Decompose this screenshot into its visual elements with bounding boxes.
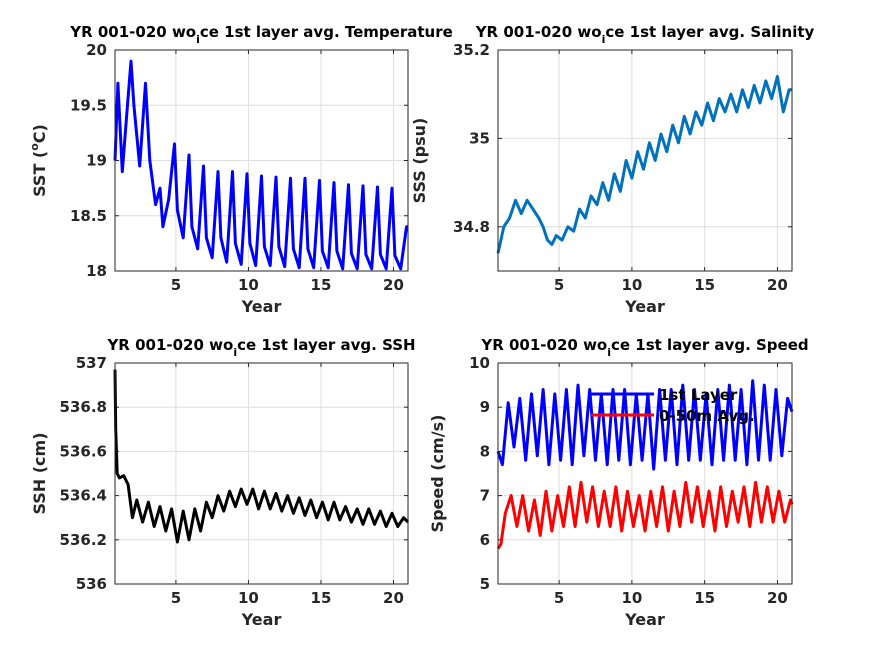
y-label-superscript: o	[28, 143, 41, 151]
axes-frame	[497, 362, 793, 585]
y-axis-label: SSS (psu)	[410, 118, 429, 204]
y-axis-label: SSH (cm)	[30, 432, 49, 514]
y-label-main: SSH (cm)	[30, 432, 49, 514]
y-tick-label: 7	[480, 487, 490, 505]
y-tick-label: 18.5	[70, 207, 107, 225]
title-subscript: i	[196, 33, 200, 46]
y-tick-label: 35.2	[453, 41, 490, 59]
y-tick-label: 10	[469, 354, 490, 372]
x-tick-label: 10	[621, 276, 642, 294]
axes-frame	[114, 49, 409, 272]
y-label-main: SSS (psu)	[410, 118, 429, 204]
series-line-series-1	[496, 75, 792, 254]
title-rest: ce 1st layer avg. Speed	[611, 336, 809, 354]
x-axis-label: Year	[624, 610, 665, 629]
x-tick-label: 10	[238, 276, 259, 294]
title-main: YR 001-020 wo	[475, 23, 602, 41]
y-label-main: Speed (cm/s)	[428, 415, 447, 533]
title-rest: ce 1st layer avg. Salinity	[605, 23, 814, 41]
title-subscript: i	[607, 346, 611, 359]
x-axis-label: Year	[241, 610, 282, 629]
y-tick-label: 536.2	[60, 531, 107, 549]
title-rest: ce 1st layer avg. Temperature	[200, 23, 453, 41]
y-tick-label: 9	[480, 398, 490, 416]
x-tick-label: 15	[694, 276, 715, 294]
axes-frame	[497, 49, 793, 272]
y-tick-label: 6	[480, 531, 490, 549]
title-main: YR 001-020 wo	[480, 336, 607, 354]
x-axis-label: Year	[241, 297, 282, 316]
x-tick-label: 15	[694, 589, 715, 607]
x-tick-label: 5	[554, 276, 564, 294]
series-line-1st-layer	[496, 379, 794, 471]
y-axis-label: SST (oC)	[28, 124, 49, 197]
y-tick-label: 5	[480, 575, 490, 593]
x-tick-label: 15	[311, 589, 332, 607]
y-tick-label: 536.4	[60, 487, 107, 505]
x-tick-label: 20	[767, 276, 788, 294]
x-tick-label: 20	[383, 589, 404, 607]
chart-title: YR 001-020 woice 1st layer avg. SSH	[106, 336, 415, 359]
y-axis-label: Speed (cm/s)	[428, 415, 447, 533]
chart-title: YR 001-020 woice 1st layer avg. Temperat…	[69, 23, 453, 46]
chart-title: YR 001-020 woice 1st layer avg. Salinity	[475, 23, 815, 46]
series-line-0-50m-avg-	[496, 480, 794, 550]
series-line-series-1	[113, 59, 408, 271]
x-tick-label: 5	[554, 589, 564, 607]
x-tick-label: 15	[311, 276, 332, 294]
x-tick-label: 5	[171, 276, 181, 294]
y-tick-label: 35	[469, 129, 490, 147]
y-tick-label: 18	[86, 262, 107, 280]
y-label-main: SST (	[30, 151, 49, 197]
title-rest: ce 1st layer avg. SSH	[237, 336, 415, 354]
y-tick-label: 34.8	[453, 218, 490, 236]
y-label-end: C)	[30, 124, 49, 143]
title-subscript: i	[602, 33, 606, 46]
y-tick-label: 19	[86, 152, 107, 170]
plot-area	[115, 363, 408, 584]
legend-label: 0-50m Avg.	[659, 407, 755, 425]
x-tick-label: 10	[621, 589, 642, 607]
series-line-series-1	[113, 369, 410, 544]
chart-title: YR 001-020 woice 1st layer avg. Speed	[480, 336, 808, 359]
x-tick-label: 20	[767, 589, 788, 607]
y-tick-label: 19.5	[70, 96, 107, 114]
legend-label: 1st Layer	[659, 386, 738, 404]
x-tick-label: 10	[238, 589, 259, 607]
title-main: YR 001-020 wo	[69, 23, 196, 41]
title-subscript: i	[233, 346, 237, 359]
y-tick-label: 8	[480, 442, 490, 460]
title-main: YR 001-020 wo	[106, 336, 233, 354]
chart-panel-2: 5 10 15 20 34.8 35 35.2YR 001-020 woice 1st la…	[410, 23, 815, 316]
legend: 1st Layer 0-50m Avg.	[591, 386, 755, 425]
x-tick-label: 20	[383, 276, 404, 294]
y-tick-label: 536.6	[60, 442, 107, 460]
y-tick-label: 536	[76, 575, 107, 593]
x-tick-label: 5	[171, 589, 181, 607]
axes-frame	[114, 362, 409, 585]
x-axis-label: Year	[624, 297, 665, 316]
y-tick-label: 20	[86, 41, 107, 59]
y-tick-label: 536.8	[60, 398, 107, 416]
y-tick-label: 537	[76, 354, 107, 372]
